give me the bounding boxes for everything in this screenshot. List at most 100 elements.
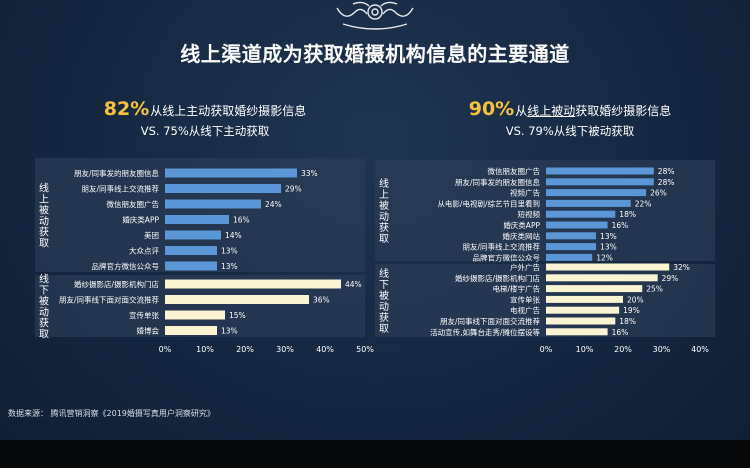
left-headline: 82%从线上主动获取婚纱摄影信息 VS. 75%从线下主动获取 <box>60 98 350 139</box>
right-category-label: 宣传单张 <box>510 294 540 304</box>
right-data-label: 13% <box>600 232 617 241</box>
left-data-label: 13% <box>221 327 238 336</box>
left-category-label: 微信朋友圈广告 <box>107 199 160 209</box>
right-data-label: 18% <box>619 210 636 219</box>
left-category-label: 朋友/同事线上交流推荐 <box>81 184 159 194</box>
right-bar <box>546 328 608 336</box>
right-data-label: 13% <box>600 243 617 252</box>
left-bar <box>165 326 217 335</box>
left-data-label: 29% <box>285 185 302 194</box>
right-group-label-char: 动 <box>379 301 389 313</box>
left-headline-text: 从线上主动获取婚纱摄影信息 <box>150 104 307 118</box>
left-category-label: 婚庆类APP <box>122 215 159 225</box>
right-data-label: 18% <box>619 317 636 326</box>
left-group-label-char: 上 <box>39 194 49 206</box>
right-headline-percent: 90% <box>468 98 515 120</box>
right-bar <box>546 263 670 271</box>
left-group-label-char: 被 <box>39 204 49 217</box>
left-bar <box>165 246 217 255</box>
right-bar <box>546 274 658 282</box>
left-category-label: 婚纱摄影店/摄影机构门店 <box>74 279 160 289</box>
right-category-label: 从电影/电视剧/综艺节目里看到 <box>437 198 540 208</box>
right-category-label: 电梯/楼宇广告 <box>492 284 540 294</box>
left-group-label-char: 被 <box>39 295 49 308</box>
left-data-label: 36% <box>313 296 330 305</box>
right-group-label-char: 下 <box>379 280 389 291</box>
right-data-label: 32% <box>673 263 690 272</box>
left-bar <box>165 295 309 304</box>
left-bar <box>165 184 281 193</box>
right-data-label: 16% <box>612 221 629 230</box>
left-tick-label: 10% <box>196 345 214 354</box>
right-data-label: 20% <box>627 295 644 304</box>
right-tick-label: 10% <box>576 345 594 354</box>
right-tick-label: 40% <box>691 345 709 354</box>
right-panel-1 <box>375 264 715 337</box>
left-data-label: 15% <box>229 311 246 320</box>
right-group-label-char: 取 <box>379 323 389 335</box>
right-bar <box>546 253 593 261</box>
right-category-label: 朋友/同事线上交流推荐 <box>462 242 540 252</box>
right-data-label: 26% <box>650 189 667 198</box>
right-headline-sub: VS. 79%从线下被动获取 <box>505 124 635 138</box>
right-tick-label: 0% <box>540 345 553 354</box>
right-group-label-char: 被 <box>379 199 389 212</box>
right-data-label: 25% <box>646 285 663 294</box>
right-category-label: 品牌官方微信公众号 <box>473 252 541 262</box>
left-bar <box>165 215 229 224</box>
left-category-label: 婚博会 <box>137 326 160 336</box>
left-bar <box>165 310 225 320</box>
right-data-label: 22% <box>635 199 652 208</box>
right-tick-label: 20% <box>614 345 632 354</box>
right-category-label: 婚纱摄影店/摄影机构门店 <box>455 273 541 283</box>
left-data-label: 16% <box>233 216 250 225</box>
right-category-label: 微信朋友圈广告 <box>488 166 541 176</box>
left-group-label-char: 线 <box>39 273 49 286</box>
left-data-label: 13% <box>221 262 238 271</box>
right-group-label-char: 获 <box>379 312 389 324</box>
right-group-label-char: 获 <box>379 222 389 234</box>
right-category-label: 婚庆类APP <box>503 220 540 230</box>
right-group-label-char: 被 <box>379 289 389 302</box>
right-group-label-char: 取 <box>379 233 389 245</box>
right-category-label: 视频广告 <box>510 188 540 198</box>
decorative-ornament <box>336 1 414 30</box>
left-group-label-char: 线 <box>39 182 49 195</box>
bottom-bar <box>0 440 750 468</box>
left-group-label-char: 获 <box>39 227 49 239</box>
right-bar <box>546 210 616 218</box>
right-category-label: 活动宣传,如舞台走秀/摊位摆设等 <box>430 327 540 337</box>
right-bar <box>546 178 654 186</box>
left-category-label: 品牌官方微信公众号 <box>92 261 160 271</box>
right-headline-suffix: 获取婚纱摄影信息 <box>575 104 672 118</box>
left-group-label-char: 动 <box>39 216 49 228</box>
left-bar <box>165 199 261 209</box>
left-data-label: 24% <box>265 200 282 209</box>
right-panel-0 <box>375 160 715 261</box>
right-bar <box>546 317 616 325</box>
left-data-label: 13% <box>221 247 238 256</box>
left-data-label: 33% <box>301 169 318 178</box>
right-data-label: 12% <box>596 253 613 262</box>
left-group-label-char: 下 <box>39 286 49 297</box>
right-bar <box>546 199 631 207</box>
left-category-label: 宣传单张 <box>129 310 159 320</box>
right-category-label: 户外广告 <box>510 262 540 272</box>
right-bar <box>546 285 643 293</box>
left-data-label: 14% <box>225 231 242 240</box>
left-tick-label: 20% <box>236 345 254 354</box>
right-category-label: 朋友/同事线下面对面交流推荐 <box>440 316 541 326</box>
right-headline-prefix: 从 <box>515 104 528 118</box>
right-bar <box>546 232 597 240</box>
right-headline-underlined: 线上被动 <box>527 104 576 118</box>
left-category-label: 美团 <box>144 230 159 240</box>
left-bar <box>165 261 217 271</box>
right-data-label: 29% <box>662 274 679 283</box>
left-headline-percent: 82% <box>103 98 150 120</box>
right-category-label: 短视频 <box>518 209 541 219</box>
right-category-label: 婚庆类网站 <box>503 231 541 241</box>
left-bar <box>165 230 221 240</box>
right-data-label: 28% <box>658 178 675 187</box>
right-data-label: 16% <box>612 328 629 337</box>
